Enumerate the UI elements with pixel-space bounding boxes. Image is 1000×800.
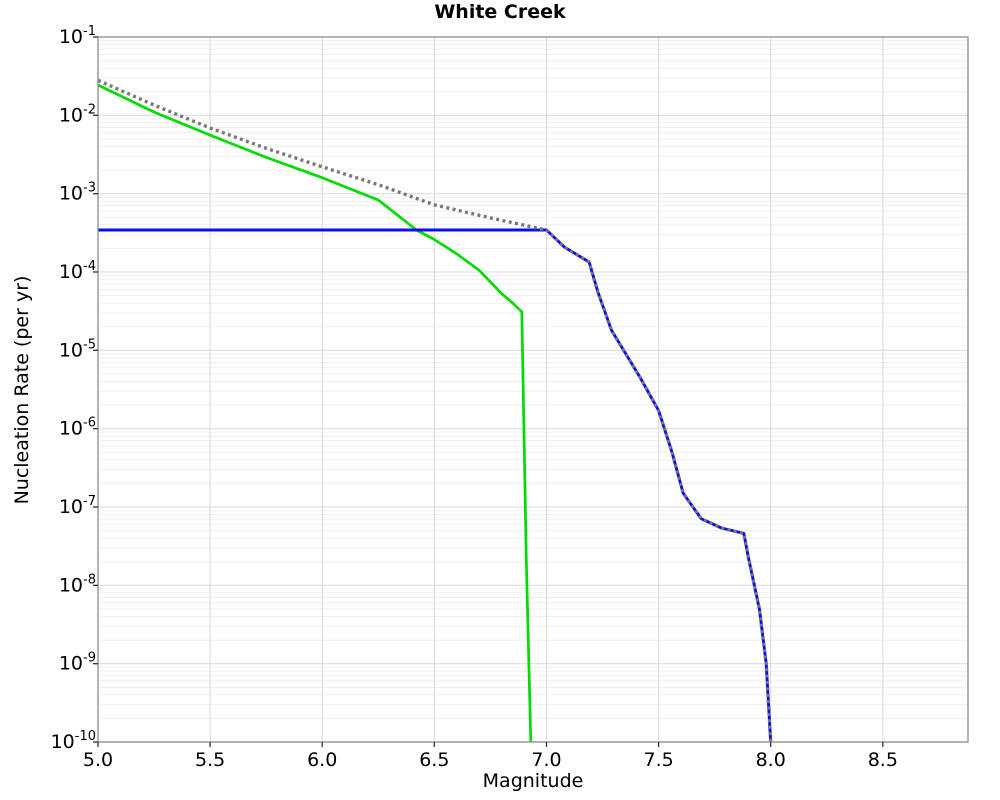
x-tick-label: 5.5	[195, 749, 225, 771]
y-tick-label: 10-7	[59, 494, 96, 518]
x-tick-label: 7.5	[643, 749, 673, 771]
x-tick-label: 6.0	[307, 749, 337, 771]
x-tick-label: 5.0	[83, 749, 113, 771]
x-tick-label: 7.0	[531, 749, 561, 771]
blue-solid-curve	[98, 228, 773, 743]
y-tick-label: 10-3	[59, 181, 96, 205]
y-axis-label: Nucleation Rate (per yr)	[11, 275, 33, 505]
plot-border	[97, 36, 969, 743]
y-tick-label: 10-10	[51, 729, 96, 753]
y-tick-label: 10-6	[59, 416, 96, 440]
y-tick-label: 10-4	[59, 259, 96, 283]
x-axis-label: Magnitude	[482, 770, 584, 792]
chart-title: White Creek	[434, 1, 566, 23]
y-tick-label: 10-2	[59, 102, 96, 126]
y-tick-label: 10-9	[59, 651, 96, 675]
green-solid-curve	[98, 83, 533, 743]
y-tick-label: 10-8	[59, 572, 96, 596]
x-tick-label: 6.5	[419, 749, 449, 771]
x-tick-label: 8.0	[756, 749, 786, 771]
y-tick-label: 10-1	[59, 24, 96, 48]
y-tick-label: 10-5	[59, 337, 96, 361]
x-tick-label: 8.5	[868, 749, 898, 771]
